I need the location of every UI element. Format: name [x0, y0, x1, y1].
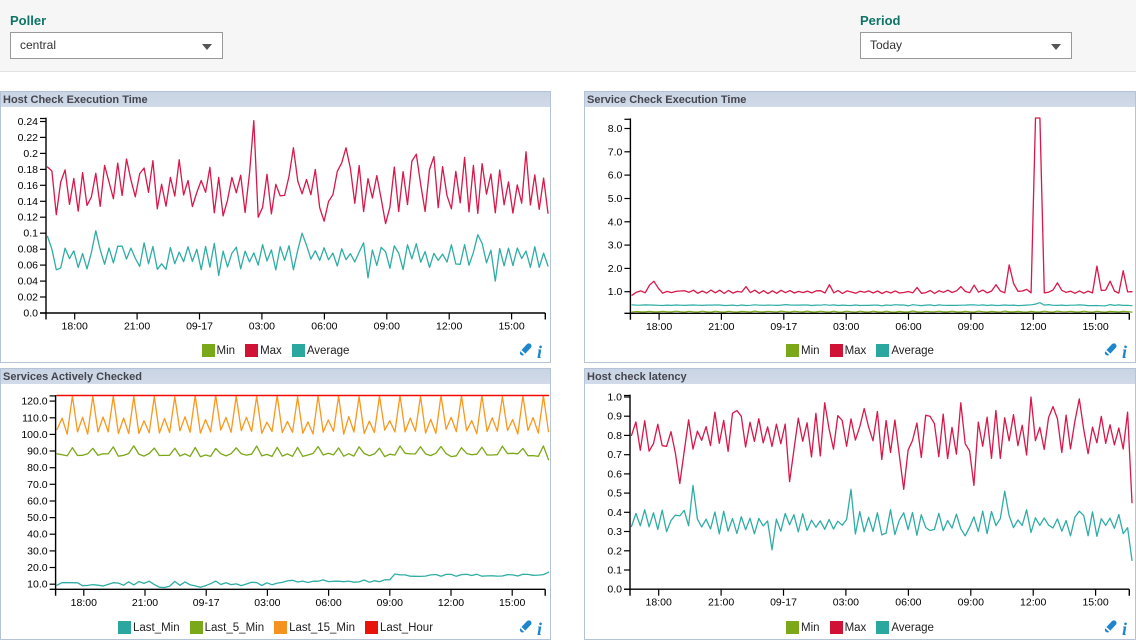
svg-text:1.0: 1.0 — [607, 392, 622, 404]
svg-text:4.0: 4.0 — [608, 216, 623, 228]
svg-text:09:00: 09:00 — [958, 597, 984, 609]
svg-text:0.0: 0.0 — [607, 584, 622, 596]
svg-text:18:00: 18:00 — [62, 321, 88, 333]
svg-text:0.2: 0.2 — [23, 148, 38, 160]
svg-text:0.06: 0.06 — [18, 260, 39, 272]
svg-text:03:00: 03:00 — [249, 321, 275, 333]
svg-text:0.9: 0.9 — [607, 411, 622, 423]
svg-text:21:00: 21:00 — [132, 597, 158, 609]
svg-text:0.14: 0.14 — [18, 196, 39, 208]
svg-text:20.0: 20.0 — [27, 562, 48, 574]
svg-text:2.0: 2.0 — [608, 263, 623, 275]
svg-text:70.0: 70.0 — [27, 479, 48, 491]
svg-text:0.24: 0.24 — [18, 116, 39, 128]
svg-text:09:00: 09:00 — [958, 321, 984, 333]
svg-text:0.22: 0.22 — [18, 132, 39, 144]
svg-text:120.0: 120.0 — [21, 396, 47, 408]
svg-text:21:00: 21:00 — [124, 321, 150, 333]
svg-text:10.0: 10.0 — [27, 579, 48, 591]
svg-text:18:00: 18:00 — [646, 321, 672, 333]
svg-text:06:00: 06:00 — [895, 597, 921, 609]
svg-text:6.0: 6.0 — [608, 170, 623, 182]
svg-text:0.04: 0.04 — [18, 276, 39, 288]
svg-text:12:00: 12:00 — [1020, 321, 1046, 333]
svg-text:09-17: 09-17 — [770, 321, 797, 333]
svg-text:09:00: 09:00 — [377, 597, 403, 609]
svg-text:0.16: 0.16 — [18, 180, 39, 192]
svg-text:7.0: 7.0 — [608, 146, 623, 158]
svg-text:15:00: 15:00 — [1082, 321, 1108, 333]
svg-text:0.5: 0.5 — [607, 488, 622, 500]
svg-text:3.0: 3.0 — [608, 240, 623, 252]
svg-text:50.0: 50.0 — [27, 512, 48, 524]
svg-text:12:00: 12:00 — [438, 597, 464, 609]
svg-text:09-17: 09-17 — [770, 597, 797, 609]
svg-text:15:00: 15:00 — [498, 321, 524, 333]
svg-text:110.0: 110.0 — [22, 412, 48, 424]
svg-text:06:00: 06:00 — [895, 321, 921, 333]
svg-text:03:00: 03:00 — [254, 597, 280, 609]
svg-text:21:00: 21:00 — [708, 597, 734, 609]
svg-text:0.7: 0.7 — [607, 449, 622, 461]
svg-text:12:00: 12:00 — [1020, 597, 1046, 609]
svg-text:30.0: 30.0 — [27, 545, 48, 557]
svg-text:40.0: 40.0 — [27, 529, 48, 541]
svg-text:0.2: 0.2 — [607, 545, 622, 557]
svg-text:12:00: 12:00 — [436, 321, 462, 333]
svg-text:0.12: 0.12 — [18, 212, 39, 224]
svg-text:0.0: 0.0 — [23, 308, 38, 320]
svg-text:100.0: 100.0 — [21, 429, 47, 441]
svg-text:0.1: 0.1 — [607, 565, 622, 577]
svg-text:09-17: 09-17 — [193, 597, 220, 609]
svg-text:80.0: 80.0 — [27, 462, 48, 474]
svg-text:0.08: 0.08 — [18, 244, 39, 256]
svg-text:21:00: 21:00 — [708, 321, 734, 333]
svg-text:0.4: 0.4 — [607, 507, 622, 519]
svg-text:18:00: 18:00 — [71, 597, 97, 609]
svg-text:06:00: 06:00 — [311, 321, 337, 333]
svg-text:0.3: 0.3 — [607, 526, 622, 538]
svg-text:60.0: 60.0 — [27, 496, 48, 508]
svg-text:15:00: 15:00 — [499, 597, 525, 609]
svg-text:09:00: 09:00 — [374, 321, 400, 333]
svg-text:0.8: 0.8 — [607, 430, 622, 442]
svg-text:03:00: 03:00 — [833, 597, 859, 609]
svg-text:8.0: 8.0 — [608, 123, 623, 135]
svg-text:1.0: 1.0 — [608, 286, 623, 298]
svg-text:5.0: 5.0 — [608, 193, 623, 205]
svg-text:0.18: 0.18 — [18, 164, 39, 176]
svg-text:0.6: 0.6 — [607, 468, 622, 480]
svg-text:90.0: 90.0 — [27, 446, 48, 458]
svg-text:15:00: 15:00 — [1082, 597, 1108, 609]
svg-text:06:00: 06:00 — [315, 597, 341, 609]
svg-text:0.1: 0.1 — [23, 228, 38, 240]
svg-text:09-17: 09-17 — [186, 321, 213, 333]
svg-text:03:00: 03:00 — [833, 321, 859, 333]
svg-text:18:00: 18:00 — [646, 597, 672, 609]
svg-text:0.02: 0.02 — [18, 292, 39, 304]
